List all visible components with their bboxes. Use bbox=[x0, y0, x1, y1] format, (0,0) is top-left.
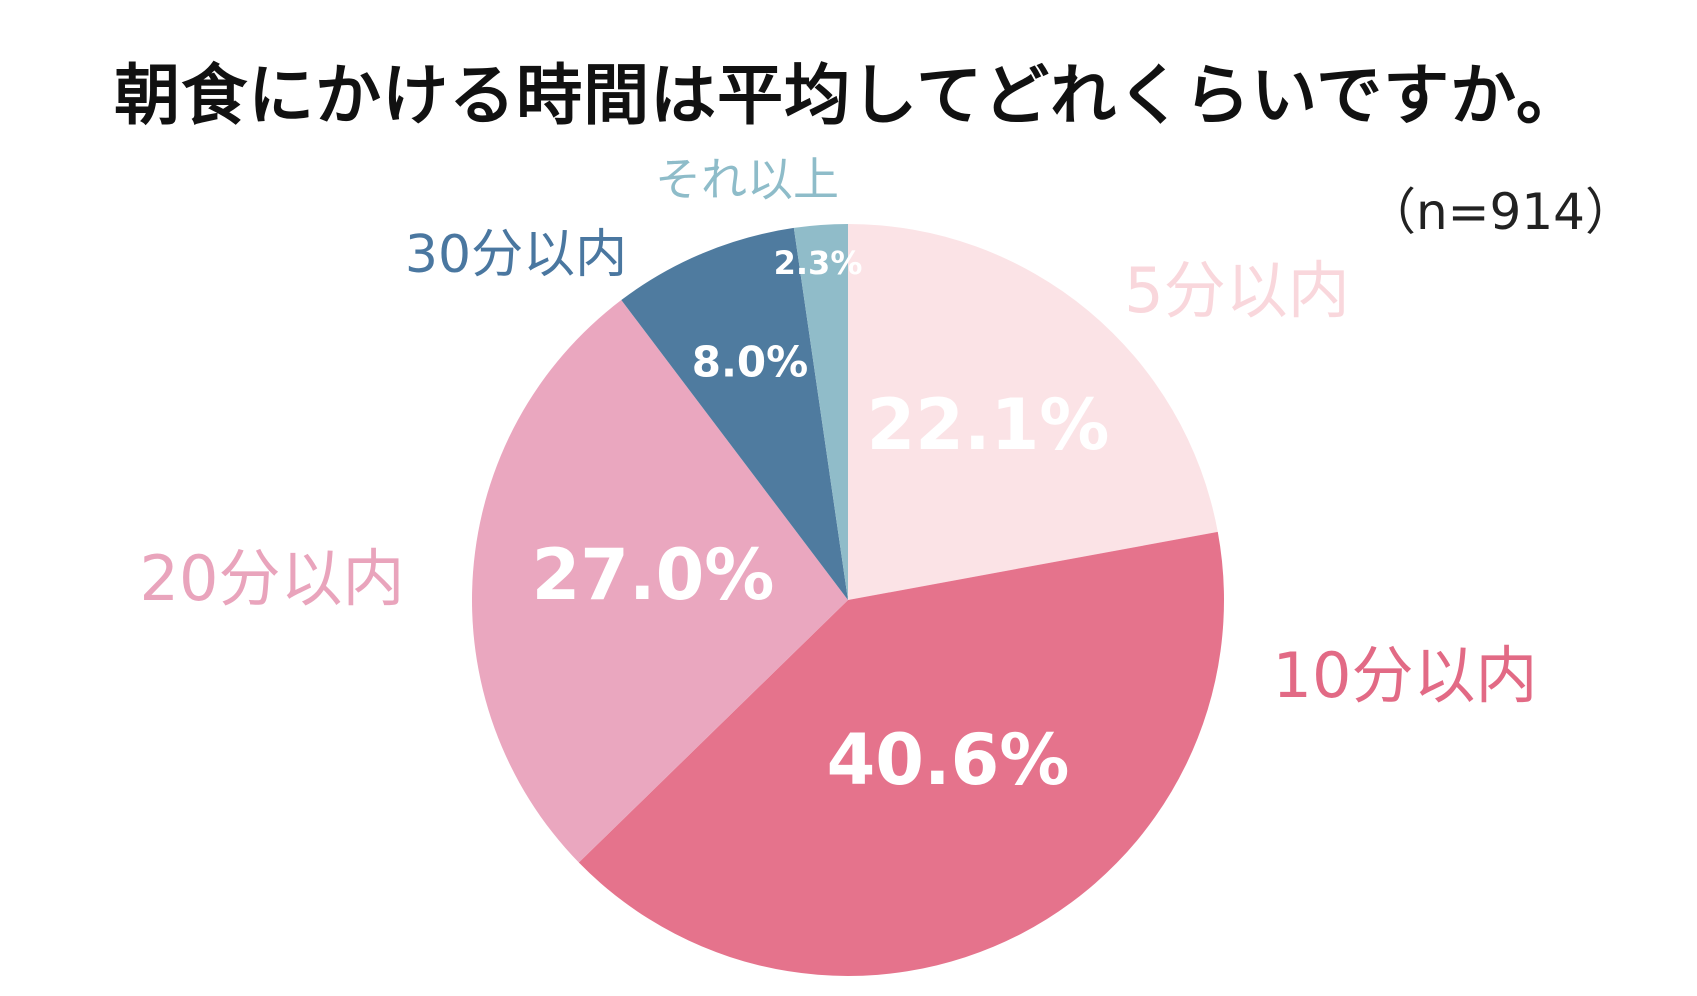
category-label-2: 10分以内 bbox=[1273, 639, 1538, 712]
slice-value-label-5: 2.3% bbox=[774, 244, 863, 282]
slice-value-label-2: 40.6% bbox=[827, 719, 1070, 801]
pie-slice-3 bbox=[471, 300, 848, 863]
pie-slice-5 bbox=[793, 224, 848, 600]
pie-slice-2 bbox=[578, 531, 1224, 976]
category-label-4: 30分以内 bbox=[405, 225, 627, 285]
pie-slice-4 bbox=[621, 227, 848, 600]
slice-value-label-3: 27.0% bbox=[532, 534, 775, 616]
category-label-3: 20分以内 bbox=[140, 542, 405, 615]
category-label-1: 5分以内 bbox=[1124, 254, 1349, 327]
slice-value-label-1: 22.1% bbox=[867, 384, 1110, 466]
chart-title: 朝食にかける時間は平均してどれくらいですか。 bbox=[114, 57, 1583, 134]
category-label-5: それ以上 bbox=[655, 153, 839, 207]
slice-value-label-4: 8.0% bbox=[692, 338, 808, 387]
sample-size-label: （n=914） bbox=[1365, 183, 1635, 241]
pie-slice-1 bbox=[848, 224, 1218, 600]
